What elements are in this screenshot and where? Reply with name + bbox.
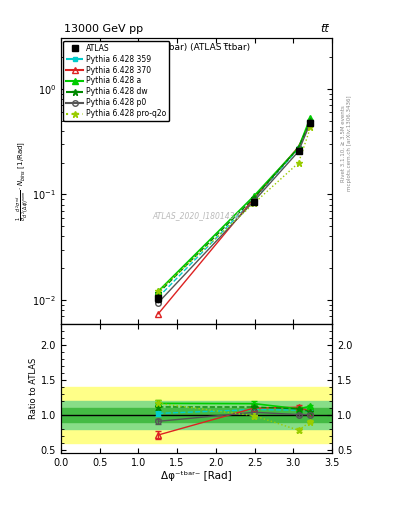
Bar <box>61 387 332 442</box>
Text: Rivet 3.1.10, ≥ 3.5M events: Rivet 3.1.10, ≥ 3.5M events <box>341 105 346 182</box>
Bar <box>61 400 332 429</box>
Text: 13000 GeV pp: 13000 GeV pp <box>64 24 143 34</box>
Y-axis label: Ratio to ATLAS: Ratio to ATLAS <box>29 358 38 419</box>
Text: tt̅: tt̅ <box>321 24 329 34</box>
Text: ATLAS_2020_I1801434: ATLAS_2020_I1801434 <box>153 210 240 220</box>
Text: Δφ (t̅tbar) (ATLAS t̅tbar): Δφ (t̅tbar) (ATLAS t̅tbar) <box>143 42 250 52</box>
X-axis label: Δφ⁻ᵗᵇᵃʳ⁻ [Rad]: Δφ⁻ᵗᵇᵃʳ⁻ [Rad] <box>161 471 232 481</box>
Y-axis label: $\frac{1}{\sigma}\frac{d^2\sigma^{nd}}{d^2(\Delta\phi)^{norm}}\cdot N_{bins}$ [1: $\frac{1}{\sigma}\frac{d^2\sigma^{nd}}{d… <box>14 141 31 221</box>
Text: mcplots.cern.ch [arXiv:1306.3436]: mcplots.cern.ch [arXiv:1306.3436] <box>347 96 353 191</box>
Legend: ATLAS, Pythia 6.428 359, Pythia 6.428 370, Pythia 6.428 a, Pythia 6.428 dw, Pyth: ATLAS, Pythia 6.428 359, Pythia 6.428 37… <box>63 40 169 121</box>
Bar <box>61 408 332 421</box>
